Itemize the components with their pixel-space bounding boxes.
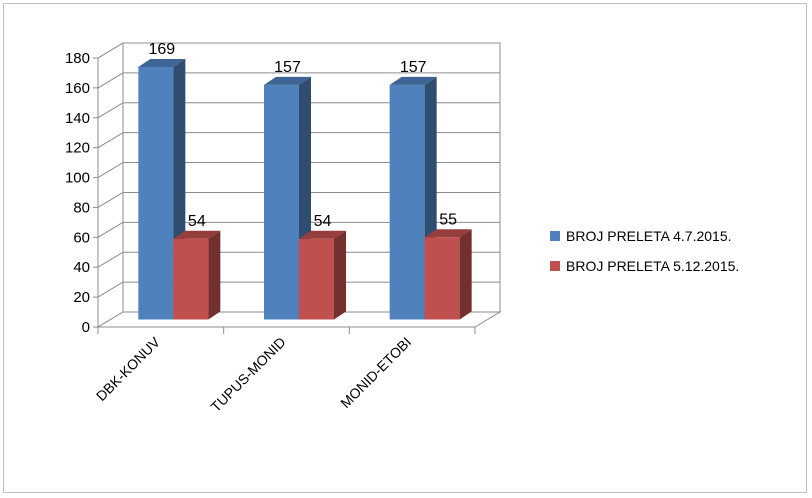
data-label: 54 [314,213,332,230]
legend-swatch [550,231,560,241]
legend-label: BROJ PRELETA 4.7.2015. [566,228,732,244]
gridline-side [97,281,124,298]
bar-side [334,230,346,320]
y-tick-label: 80 [73,199,90,216]
gridline-side [97,72,124,89]
data-label: 157 [274,59,301,76]
bar [424,229,472,320]
gridline-side [97,162,124,178]
legend-label: BROJ PRELETA 5.12.2015. [566,258,739,274]
y-tick-label: 120 [65,140,90,157]
y-tick-label: 180 [65,50,90,67]
bar-top [264,76,311,85]
legend-swatch [550,261,560,271]
x-axis [97,326,476,334]
y-tick-label: 20 [73,289,90,306]
data-labels: 169 54 157 54 157 55 [148,41,457,230]
bar-side [459,229,472,320]
bar-front [299,238,334,320]
y-tick-label: 60 [73,229,90,246]
category-label: MONID-ETOBI [337,334,414,411]
bar-top [173,230,221,239]
bar-front [173,238,209,320]
legend: BROJ PRELETA 4.7.2015. BROJ PRELETA 5.12.… [550,228,739,274]
gridline-side [97,102,124,119]
data-label: 157 [400,59,427,76]
category-label: DBK-KONUV [93,333,164,404]
gridline-side [97,251,124,268]
bar [173,230,221,320]
bars [138,58,472,320]
data-label: 55 [439,211,457,228]
gridline-side [97,42,124,59]
bar-front [138,66,174,320]
bar [138,58,186,320]
bar [299,230,346,320]
data-label: 54 [188,213,206,230]
y-axis-ticks: 0 20 40 60 80 100 120 140 160 180 [65,50,98,336]
bar-front [264,84,299,320]
y-tick-label: 0 [82,319,90,336]
bar-top [424,229,472,238]
bar-top [138,58,186,67]
y-tick-label: 140 [65,110,90,127]
data-label: 169 [148,41,175,58]
bar-side [208,230,221,320]
y-tick-label: 160 [65,80,90,97]
bar-top [299,230,346,239]
bar-front [389,84,425,320]
bar-front [424,237,460,320]
gridline-side [97,192,124,208]
bar-top [389,76,437,85]
category-labels: DBK-KONUV TUPUS-MONID MONID-ETOBI [93,333,415,415]
y-tick-label: 40 [73,259,90,276]
y-tick-label: 100 [65,170,90,187]
gridline-side [97,132,124,149]
category-label: TUPUS-MONID [207,334,288,415]
gridline-side [97,221,124,238]
